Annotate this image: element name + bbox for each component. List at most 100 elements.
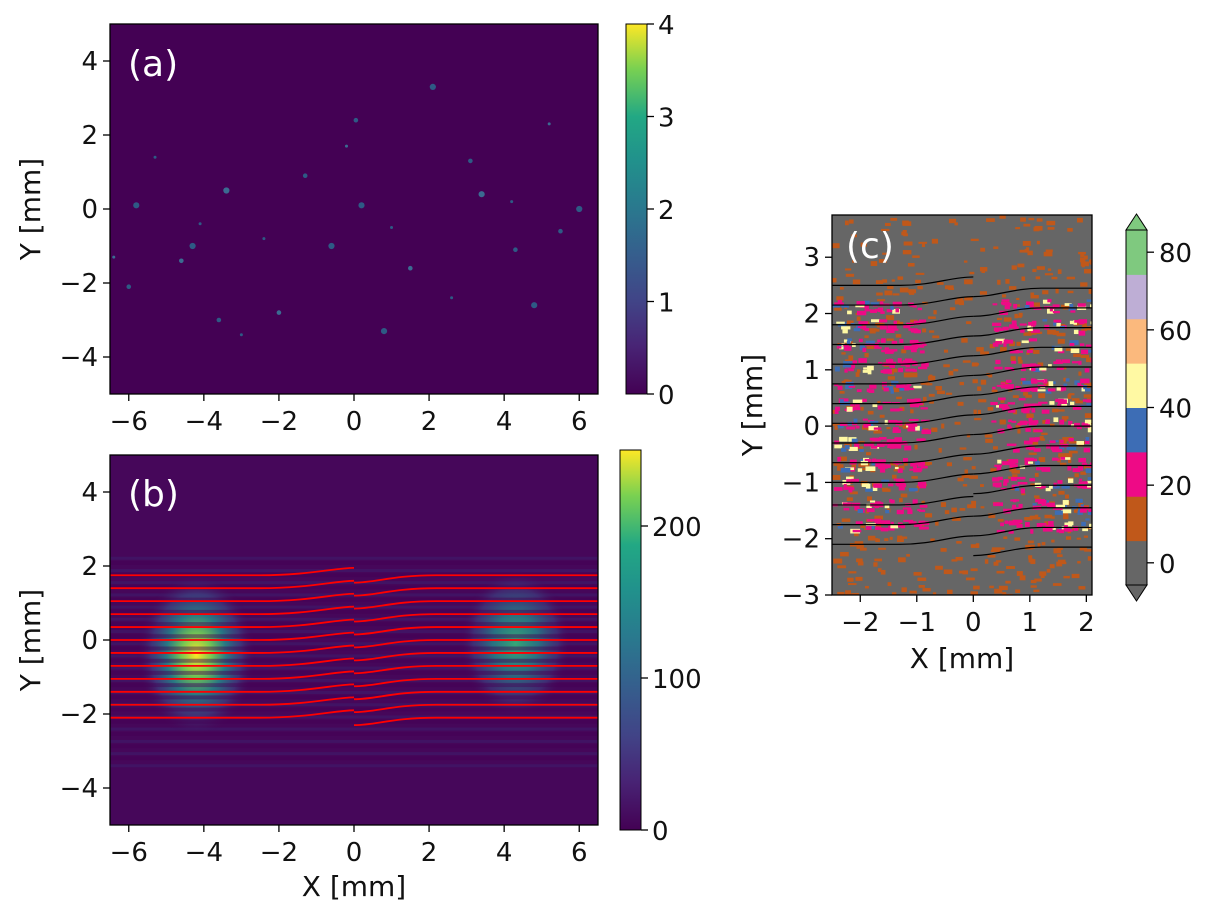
xtick-label: 0 — [346, 838, 363, 868]
fringe-cell — [835, 406, 840, 411]
fringe-cell — [1020, 378, 1026, 381]
texture-cell — [991, 389, 998, 393]
fringe-cell — [834, 440, 840, 445]
fringe-cell — [1038, 401, 1048, 404]
texture-cell — [1006, 566, 1015, 569]
fringe-cell — [997, 459, 1002, 464]
spot — [239, 333, 243, 337]
fringe-cell — [916, 438, 926, 441]
texture-cell — [1000, 347, 1007, 352]
fringe-cell — [1041, 503, 1049, 506]
fringe-cell — [843, 483, 847, 487]
texture-cell — [1076, 537, 1081, 540]
texture-cell — [1033, 589, 1040, 593]
fringe-cell — [992, 477, 1000, 482]
texture-cell — [1012, 474, 1018, 478]
texture-cell — [834, 307, 842, 311]
fringe-cell — [848, 446, 858, 451]
fringe-cell — [915, 344, 925, 348]
texture-cell — [917, 577, 927, 582]
ytick-label: −4 — [60, 774, 98, 804]
texture-cell — [1079, 546, 1087, 551]
texture-cell — [905, 426, 910, 429]
texture-cell — [1084, 382, 1092, 387]
fringe-cell — [995, 329, 999, 332]
texture-cell — [963, 457, 972, 461]
texture-cell — [1046, 568, 1051, 573]
texture-cell — [884, 222, 891, 227]
fringe-cell — [869, 437, 876, 441]
fringe-cell — [878, 464, 888, 469]
texture-cell — [1059, 462, 1067, 465]
fringe-cell — [890, 524, 899, 529]
colorbar-segment — [1126, 230, 1147, 275]
trajectory-right — [353, 690, 598, 701]
texture-cell — [922, 328, 927, 333]
fringe-cell — [1061, 403, 1068, 406]
fringe-cell — [884, 347, 890, 350]
fringe-cell — [863, 443, 874, 447]
texture-cell — [987, 407, 994, 411]
fringe-cell — [847, 310, 852, 315]
texture-cell — [924, 513, 933, 518]
fringe-cell — [1073, 329, 1079, 335]
xtick-label: 4 — [496, 407, 513, 437]
texture-cell — [1038, 457, 1046, 463]
spot — [112, 255, 116, 259]
fringe-cell — [844, 369, 848, 373]
fringe-cell — [1079, 478, 1083, 481]
texture-cell — [943, 349, 949, 353]
fringe-cell — [1057, 480, 1063, 484]
trajectory-right — [973, 386, 1092, 396]
fringe-cell — [856, 301, 865, 307]
texture-cell — [1052, 330, 1060, 335]
fringe-cell — [887, 443, 893, 449]
fringe-cell — [1009, 324, 1017, 329]
ytick-label: 0 — [803, 412, 820, 442]
fringe-cell — [1081, 521, 1086, 527]
texture-cell — [852, 260, 856, 263]
fringe-cell — [879, 467, 886, 473]
texture-cell — [860, 406, 864, 411]
fringe-cell — [852, 406, 861, 411]
colorbar-tick-label: 0 — [652, 817, 669, 847]
spot — [344, 144, 348, 148]
fringe-cell — [879, 325, 887, 330]
texture-cell — [1068, 441, 1077, 444]
fringe-cell — [917, 307, 923, 311]
fringe-cell — [1081, 388, 1091, 392]
texture-cell — [996, 317, 1003, 321]
fringe-cell — [1021, 363, 1031, 368]
ytick-label: 1 — [803, 356, 820, 386]
fringe-cell — [1018, 503, 1023, 508]
texture-cell — [1012, 395, 1019, 398]
texture-cell — [1018, 359, 1023, 364]
fringe-cell — [884, 504, 890, 509]
texture-cell — [892, 474, 897, 479]
texture-cell — [864, 335, 869, 339]
texture-cell — [1063, 377, 1067, 382]
fringe-cell — [850, 487, 855, 491]
texture-cell — [874, 558, 883, 562]
texture-cell — [898, 321, 904, 326]
fringe-cell — [1002, 326, 1009, 331]
panel-b-xlabel: X [mm] — [302, 870, 406, 903]
texture-cell — [971, 362, 978, 367]
texture-cell — [962, 484, 968, 487]
fringe-cell — [1053, 321, 1057, 326]
texture-cell — [954, 222, 958, 226]
texture-cell — [1011, 470, 1020, 474]
texture-cell — [882, 279, 888, 283]
fringe-cell — [912, 499, 918, 505]
fringe-cell — [858, 321, 868, 325]
fringe-cell — [1012, 448, 1020, 453]
fringe-cell — [1004, 305, 1010, 310]
fringe-cell — [1009, 349, 1019, 354]
fringe-cell — [1073, 526, 1078, 531]
texture-cell — [848, 355, 854, 361]
fringe-cell — [839, 346, 844, 350]
fringe-cell — [848, 385, 856, 388]
fringe-cell — [871, 319, 881, 323]
fringe-cell — [1023, 403, 1034, 407]
fringe-cell — [1004, 367, 1013, 370]
